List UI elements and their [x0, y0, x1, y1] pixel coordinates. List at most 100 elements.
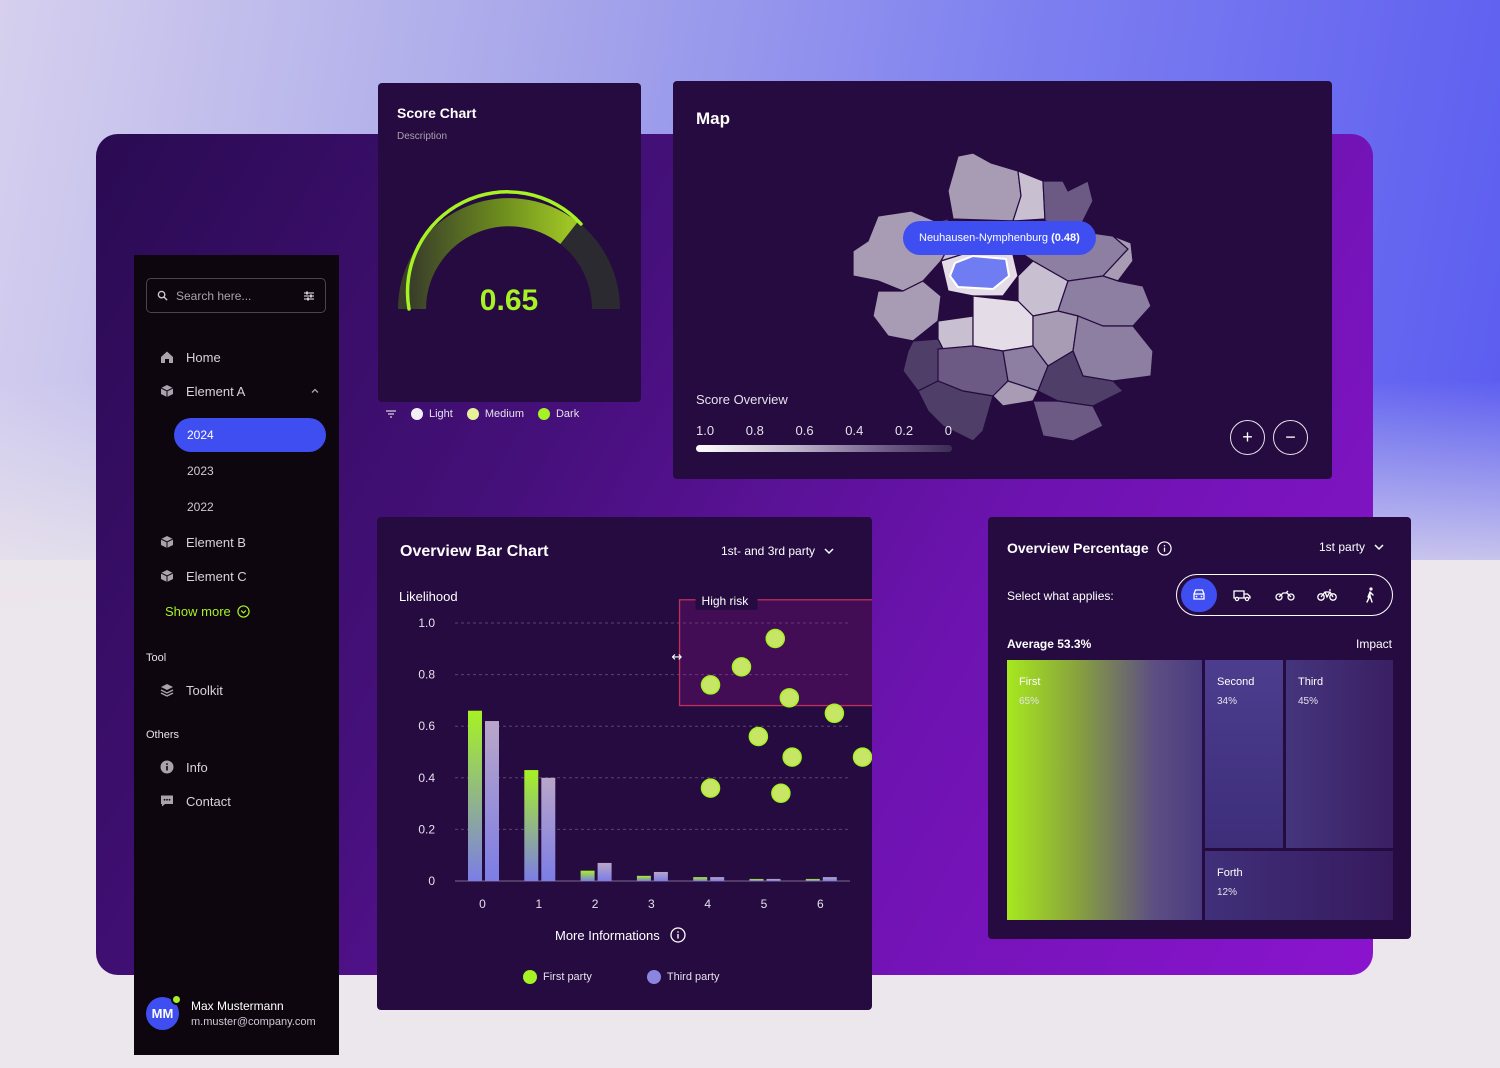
bar-first-party [636, 875, 651, 881]
y-tick-label: 1.0 [418, 616, 435, 630]
tile-value: 12% [1217, 887, 1238, 898]
sidebar-item-label: Element C [186, 568, 247, 584]
map-district [917, 380, 994, 442]
tile-value: 34% [1217, 696, 1238, 707]
search-box[interactable]: Search here... [146, 278, 326, 313]
sidebar-item-label: Toolkit [186, 682, 223, 698]
tile-label: Second [1217, 676, 1255, 688]
tile-value: 45% [1298, 696, 1319, 707]
legend-label: Medium [484, 408, 524, 420]
card-description: Description [397, 131, 448, 142]
sidebar-item-element-c[interactable]: Element C [160, 566, 247, 586]
layers-icon [160, 684, 174, 697]
scale-tick: 1.0 [696, 423, 715, 438]
info-icon[interactable] [1156, 540, 1172, 556]
home-icon [161, 351, 173, 363]
sidebar-subitem-2024[interactable]: 2024 [174, 418, 326, 452]
online-status-dot [171, 994, 182, 1005]
resize-arrow-icon: ↔ [672, 650, 683, 665]
transport-mode-toggle [1176, 574, 1393, 616]
sidebar-subitem-2022[interactable]: 2022 [174, 490, 326, 524]
sidebar-item-contact[interactable]: Contact [160, 791, 231, 811]
zoom-in-button[interactable]: + [1230, 420, 1265, 455]
legend-item-third-party: Third party [646, 970, 720, 984]
user-name: Max Mustermann [191, 999, 284, 1013]
treemap-tile-second[interactable]: Second 34% [1205, 660, 1283, 848]
tile-value: 65% [1019, 696, 1040, 707]
sidebar-item-element-b[interactable]: Element B [160, 532, 246, 552]
sidebar-item-element-a[interactable]: Element A [160, 381, 320, 401]
mode-car-button[interactable] [1181, 578, 1217, 612]
select-value: 1st party [1319, 540, 1366, 554]
party-filter-select[interactable]: 1st- and 3rd party [721, 544, 835, 558]
bar-third-party [597, 862, 612, 881]
legend-item-light: Light [411, 408, 453, 421]
map-card: Map Neuhausen-Ny [673, 81, 1332, 479]
map-tooltip: Neuhausen-Nymphenburg (0.48) [903, 221, 1096, 255]
treemap-tile-forth[interactable]: Forth 12% [1205, 851, 1393, 920]
mode-truck-button[interactable] [1224, 578, 1260, 612]
scale-tick: 0.6 [795, 423, 814, 438]
filter-icon[interactable] [385, 408, 397, 420]
sidebar-item-home[interactable]: Home [160, 347, 221, 367]
section-label-tool: Tool [146, 652, 167, 664]
chevron-down-icon [824, 548, 834, 555]
bar-third-party [710, 877, 725, 881]
sidebar-item-label: Element A [186, 383, 246, 399]
chevron-down-icon [1374, 544, 1384, 551]
gauge: 0.65 [398, 190, 620, 317]
sidebar-item-info[interactable]: Info [160, 757, 208, 777]
scale-tick: 0.2 [895, 423, 914, 438]
map-district [1037, 350, 1125, 407]
bar-first-party [749, 878, 764, 881]
legend-swatch [411, 408, 423, 421]
map-district [1012, 170, 1046, 222]
cube-icon [160, 570, 174, 582]
legend-label: Third party [666, 970, 720, 983]
y-tick-label: 0.8 [418, 668, 435, 682]
card-title: Overview Percentage [1007, 540, 1172, 556]
info-icon[interactable] [670, 927, 686, 943]
sidebar-item-toolkit[interactable]: Toolkit [160, 680, 223, 700]
x-tick-label: 1 [535, 897, 542, 911]
chevron-down-circle-icon [237, 605, 250, 618]
user-profile[interactable]: MM Max Mustermann m.muster@company.com [146, 994, 316, 1030]
district-map[interactable] [673, 81, 1332, 479]
bar-third-party [485, 721, 499, 881]
treemap-tile-first[interactable]: First 65% [1007, 660, 1202, 920]
mode-bicycle-button[interactable] [1309, 578, 1345, 612]
zoom-out-button[interactable]: − [1273, 420, 1308, 455]
tile-label: Third [1298, 676, 1324, 688]
chevron-up-icon[interactable] [310, 386, 320, 396]
search-input[interactable]: Search here... [176, 288, 252, 303]
scatter-point [731, 657, 752, 677]
map-district [947, 152, 1022, 222]
filter-settings-icon[interactable] [303, 290, 315, 302]
card-title: Overview Bar Chart [400, 543, 549, 560]
legend-item-medium: Medium [466, 408, 524, 421]
avatar-initials: MM [151, 1006, 174, 1021]
map-district [937, 315, 974, 350]
bar-first-party [693, 877, 708, 881]
legend-swatch [537, 408, 550, 421]
scatter-point [700, 675, 721, 695]
mode-motorbike-button[interactable] [1267, 578, 1303, 612]
scale-tick: 0.8 [745, 423, 764, 438]
sidebar-subitem-2023[interactable]: 2023 [174, 454, 326, 488]
x-tick-label: 3 [648, 897, 655, 911]
x-tick-label: 5 [761, 897, 768, 911]
scatter-point [700, 778, 721, 798]
map-district [992, 380, 1039, 407]
subitem-label: 2022 [187, 500, 214, 514]
show-more-link[interactable]: Show more [165, 604, 250, 619]
scatter-point [852, 747, 872, 767]
bar-first-party [580, 870, 595, 881]
x-tick-label: 6 [817, 897, 824, 911]
percentage-card: Overview Percentage 1st party Select wha… [988, 517, 1411, 939]
sidebar-item-label: Contact [186, 793, 231, 809]
mode-walk-button[interactable] [1352, 578, 1388, 612]
treemap-tile-third[interactable]: Third 45% [1286, 660, 1393, 848]
party-select[interactable]: 1st party [1319, 540, 1385, 554]
user-email: m.muster@company.com [191, 1016, 316, 1028]
bar-legend: First party Third party [523, 970, 719, 984]
